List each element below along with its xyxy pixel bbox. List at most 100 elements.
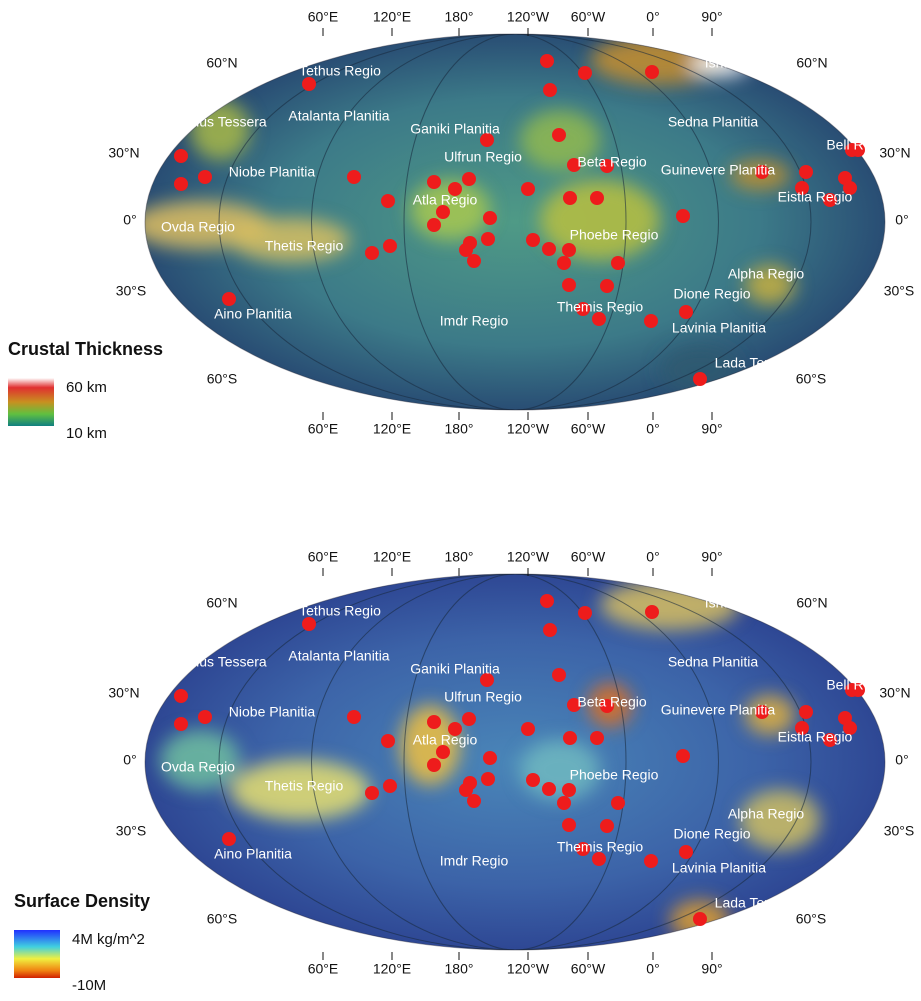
site-marker [427, 715, 441, 729]
region-label: Niobe Planitia [229, 164, 316, 180]
lon-label: 60°W [571, 549, 606, 565]
lat-label: 30°N [879, 145, 910, 161]
legend-colorbar [14, 930, 60, 978]
lon-label: 0° [646, 549, 659, 565]
site-marker [563, 191, 577, 205]
lat-label: 0° [895, 752, 908, 768]
region-label: Lada Terra [715, 355, 782, 371]
region-label: Lavinia Planitia [672, 860, 766, 876]
site-marker [600, 819, 614, 833]
site-marker [483, 751, 497, 765]
region-label: Atalanta Planitia [288, 108, 389, 124]
legend-title: Crustal Thickness [8, 339, 163, 359]
site-marker [600, 279, 614, 293]
figure: Tethus Regio Ishtar Terra ellus Tessera Ata… [0, 0, 921, 996]
site-marker [462, 172, 476, 186]
site-marker [676, 749, 690, 763]
region-label: Phoebe Regio [570, 227, 659, 243]
site-marker [557, 256, 571, 270]
lon-label: 0° [646, 961, 659, 977]
region-label: Ishtar Terra [705, 55, 776, 71]
region-label: Beta Regio [577, 154, 646, 170]
region-label: Ulfrun Regio [444, 689, 522, 705]
lat-label: 30°S [116, 823, 147, 839]
site-marker [676, 209, 690, 223]
map-panel: Tethus Regio Ishtar Terra ellus Tessera Ata… [8, 9, 914, 442]
region-label: Ovda Regio [161, 219, 235, 235]
site-marker [521, 182, 535, 196]
region-label: Lada Terra [715, 895, 782, 911]
site-marker [222, 832, 236, 846]
lon-label: 120°E [373, 549, 411, 565]
site-marker [562, 818, 576, 832]
region-label: Imdr Regio [440, 853, 509, 869]
region-label: Thetis Regio [265, 238, 344, 254]
site-marker [542, 782, 556, 796]
lat-label: 30°S [116, 283, 147, 299]
site-marker [347, 170, 361, 184]
lon-label: 90° [701, 421, 722, 437]
site-marker [467, 794, 481, 808]
legend-min: 10 km [66, 425, 107, 442]
region-label: Aino Planitia [214, 306, 292, 322]
region-label: Tethus Regio [299, 603, 381, 619]
site-marker [611, 256, 625, 270]
region-label: Ganiki Planitia [410, 121, 500, 137]
site-marker [578, 606, 592, 620]
region-label: Eistla Regio [778, 729, 853, 745]
site-marker [644, 314, 658, 328]
site-marker [542, 242, 556, 256]
site-marker [427, 218, 441, 232]
lat-label: 60°N [206, 55, 237, 71]
region-label: Phoebe Regio [570, 767, 659, 783]
region-label: Niobe Planitia [229, 704, 316, 720]
site-marker [526, 233, 540, 247]
region-label: Guinevere Planitia [661, 702, 776, 718]
region-label: Sedna Planitia [668, 654, 759, 670]
site-marker [644, 854, 658, 868]
lon-label: 120°E [373, 961, 411, 977]
lon-label: 90° [701, 961, 722, 977]
region-label: Alpha Regio [728, 266, 804, 282]
lon-label: 60°W [571, 961, 606, 977]
site-marker [552, 128, 566, 142]
legend-colorbar [8, 378, 54, 426]
site-marker [645, 65, 659, 79]
region-label: Aino Planitia [214, 846, 292, 862]
lon-label: 60°E [308, 421, 339, 437]
site-marker [679, 845, 693, 859]
lon-label: 0° [646, 421, 659, 437]
lon-label: 60°E [308, 549, 339, 565]
region-label: Tethus Regio [299, 63, 381, 79]
site-marker [526, 773, 540, 787]
site-marker [174, 177, 188, 191]
site-marker [562, 243, 576, 257]
lat-label: 60°S [207, 371, 238, 387]
site-marker [552, 668, 566, 682]
site-marker [693, 912, 707, 926]
site-marker [557, 796, 571, 810]
lat-label: 60°N [206, 595, 237, 611]
site-marker [198, 170, 212, 184]
site-marker [347, 710, 361, 724]
lat-label: 60°S [796, 911, 827, 927]
lat-label: 30°N [879, 685, 910, 701]
lon-label: 90° [701, 9, 722, 25]
region-label: Beta Regio [577, 694, 646, 710]
site-marker [381, 194, 395, 208]
site-marker [481, 232, 495, 246]
lon-label: 120°E [373, 421, 411, 437]
site-marker [590, 191, 604, 205]
site-marker [799, 705, 813, 719]
site-marker [174, 149, 188, 163]
site-marker [562, 783, 576, 797]
legend-max: 4M kg/m^2 [72, 931, 145, 948]
site-marker [562, 278, 576, 292]
map-ellipse [145, 574, 885, 950]
lat-label: 30°S [884, 823, 915, 839]
site-marker [302, 77, 316, 91]
site-marker [381, 734, 395, 748]
region-label: Imdr Regio [440, 313, 509, 329]
region-label: ellus Tessera [185, 114, 267, 130]
region-label: Atla Regio [413, 732, 478, 748]
